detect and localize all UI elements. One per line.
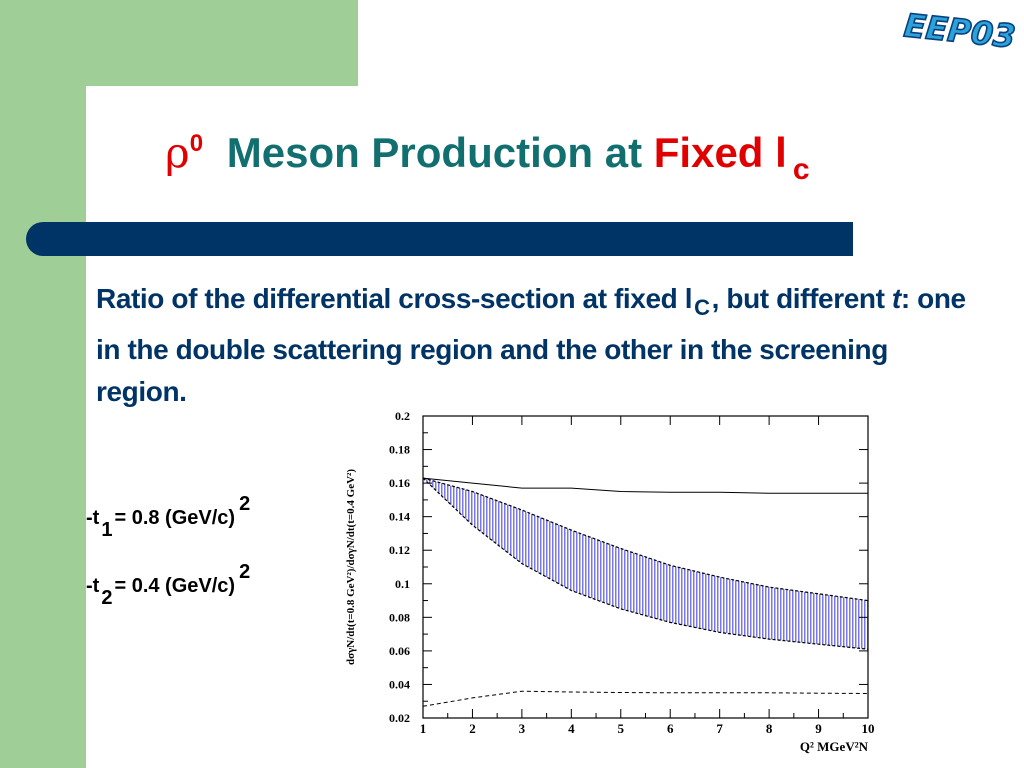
rounded-corner bbox=[86, 86, 166, 166]
title-rho: ρ bbox=[165, 128, 190, 177]
x-tick-label: 6 bbox=[667, 721, 674, 736]
shaded-band bbox=[423, 478, 868, 650]
y-axis-label: dσγN/dt(t=0.8 GeV²)/dσγN/dt(t=0.4 GeV²) bbox=[345, 469, 357, 665]
y-tick-label: 0.1 bbox=[395, 577, 410, 591]
t2-label: -t2= 0.4 (GeV/c)2 bbox=[86, 561, 250, 610]
t1-subscript: 1 bbox=[101, 519, 113, 541]
t2-prefix: -t bbox=[86, 575, 100, 597]
y-tick-label: 0.14 bbox=[389, 510, 410, 524]
y-tick-label: 0.04 bbox=[389, 677, 410, 691]
x-tick-label: 2 bbox=[469, 721, 476, 736]
t2-equation: = 0.4 (GeV/c) bbox=[114, 575, 236, 597]
x-tick-label: 8 bbox=[766, 721, 773, 736]
x-tick-label: 9 bbox=[815, 721, 822, 736]
title-rho-superscript: 0 bbox=[189, 130, 204, 157]
left-green-bar bbox=[0, 0, 86, 768]
y-tick-label: 0.06 bbox=[389, 644, 410, 658]
title-divider-bar bbox=[26, 222, 853, 256]
x-tick-label: 7 bbox=[716, 721, 723, 736]
ratio-chart: 0.02 0.04 0.06 0.08 0.1 0.12 0.14 0.16 0.18 0.2 1 2… bbox=[345, 409, 875, 754]
top-green-bar bbox=[0, 0, 358, 86]
y-tick-label: 0.12 bbox=[389, 543, 410, 557]
y-tick-label: 0.16 bbox=[389, 476, 410, 490]
caption-text: Ratio of the differential cross-section … bbox=[96, 278, 976, 413]
t1-prefix: -t bbox=[86, 507, 100, 529]
caption-subscript: C bbox=[694, 295, 710, 320]
title-main: Meson Production at bbox=[226, 129, 643, 176]
series-line-band_lower bbox=[422, 477, 869, 650]
title-fixed: Fixed l bbox=[653, 129, 787, 176]
x-axis-label: Q² MGeV²N bbox=[800, 739, 869, 754]
x-tick-label: 10 bbox=[862, 721, 875, 736]
series-line-dashed bbox=[422, 690, 869, 707]
caption-t-italic: t bbox=[891, 283, 901, 314]
series-line-band_upper bbox=[422, 477, 869, 602]
y-tick-label: 0.08 bbox=[389, 610, 410, 624]
caption-part1: Ratio of the differential cross-section … bbox=[96, 283, 693, 314]
t1-label: -t1= 0.8 (GeV/c)2 bbox=[86, 493, 250, 542]
t1-superscript: 2 bbox=[239, 493, 251, 515]
caption-part3: : one in the double scattering region an… bbox=[96, 283, 966, 407]
y-tick-label: 0.02 bbox=[389, 711, 410, 725]
x-tick-label: 1 bbox=[420, 721, 427, 736]
caption-part2: , but different bbox=[711, 283, 885, 314]
t1-equation: = 0.8 (GeV/c) bbox=[114, 507, 236, 529]
y-tick-label: 0.18 bbox=[389, 443, 410, 457]
x-tick-label: 3 bbox=[519, 721, 526, 736]
title-subscript: c bbox=[792, 153, 810, 186]
logo-text: EEP03 bbox=[902, 8, 1017, 53]
t2-subscript: 2 bbox=[101, 587, 113, 609]
y-tick-label: 0.2 bbox=[395, 409, 410, 423]
x-tick-label: 5 bbox=[618, 721, 625, 736]
t2-superscript: 2 bbox=[239, 561, 251, 583]
x-tick-label: 4 bbox=[568, 721, 575, 736]
eep03-logo: EEP03 bbox=[901, 8, 1018, 53]
series-line-solid bbox=[422, 477, 868, 494]
